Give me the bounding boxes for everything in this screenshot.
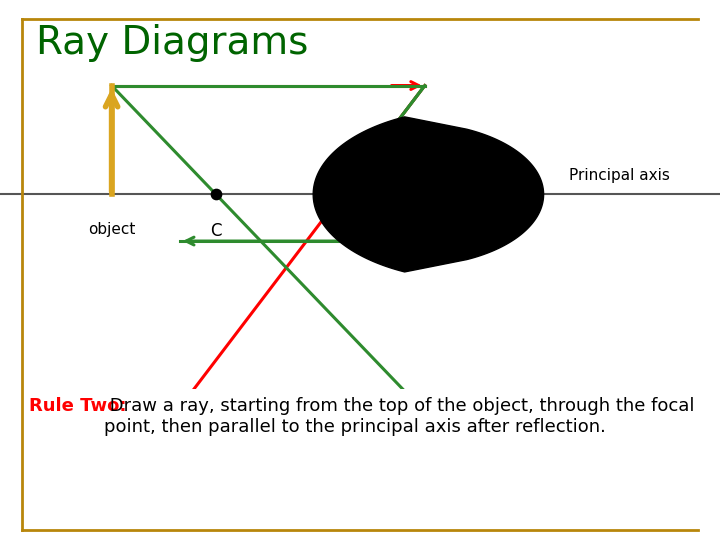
Text: C: C xyxy=(210,221,222,240)
Text: object: object xyxy=(88,221,135,237)
Text: Draw a ray, starting from the top of the object, through the focal
point, then p: Draw a ray, starting from the top of the… xyxy=(104,397,695,436)
Text: Principal axis: Principal axis xyxy=(569,168,670,183)
Text: f: f xyxy=(339,221,345,240)
Text: Ray Diagrams: Ray Diagrams xyxy=(36,24,308,62)
Point xyxy=(210,190,222,199)
Polygon shape xyxy=(313,117,544,272)
Text: Rule Two:: Rule Two: xyxy=(29,397,126,415)
Point xyxy=(336,190,348,199)
